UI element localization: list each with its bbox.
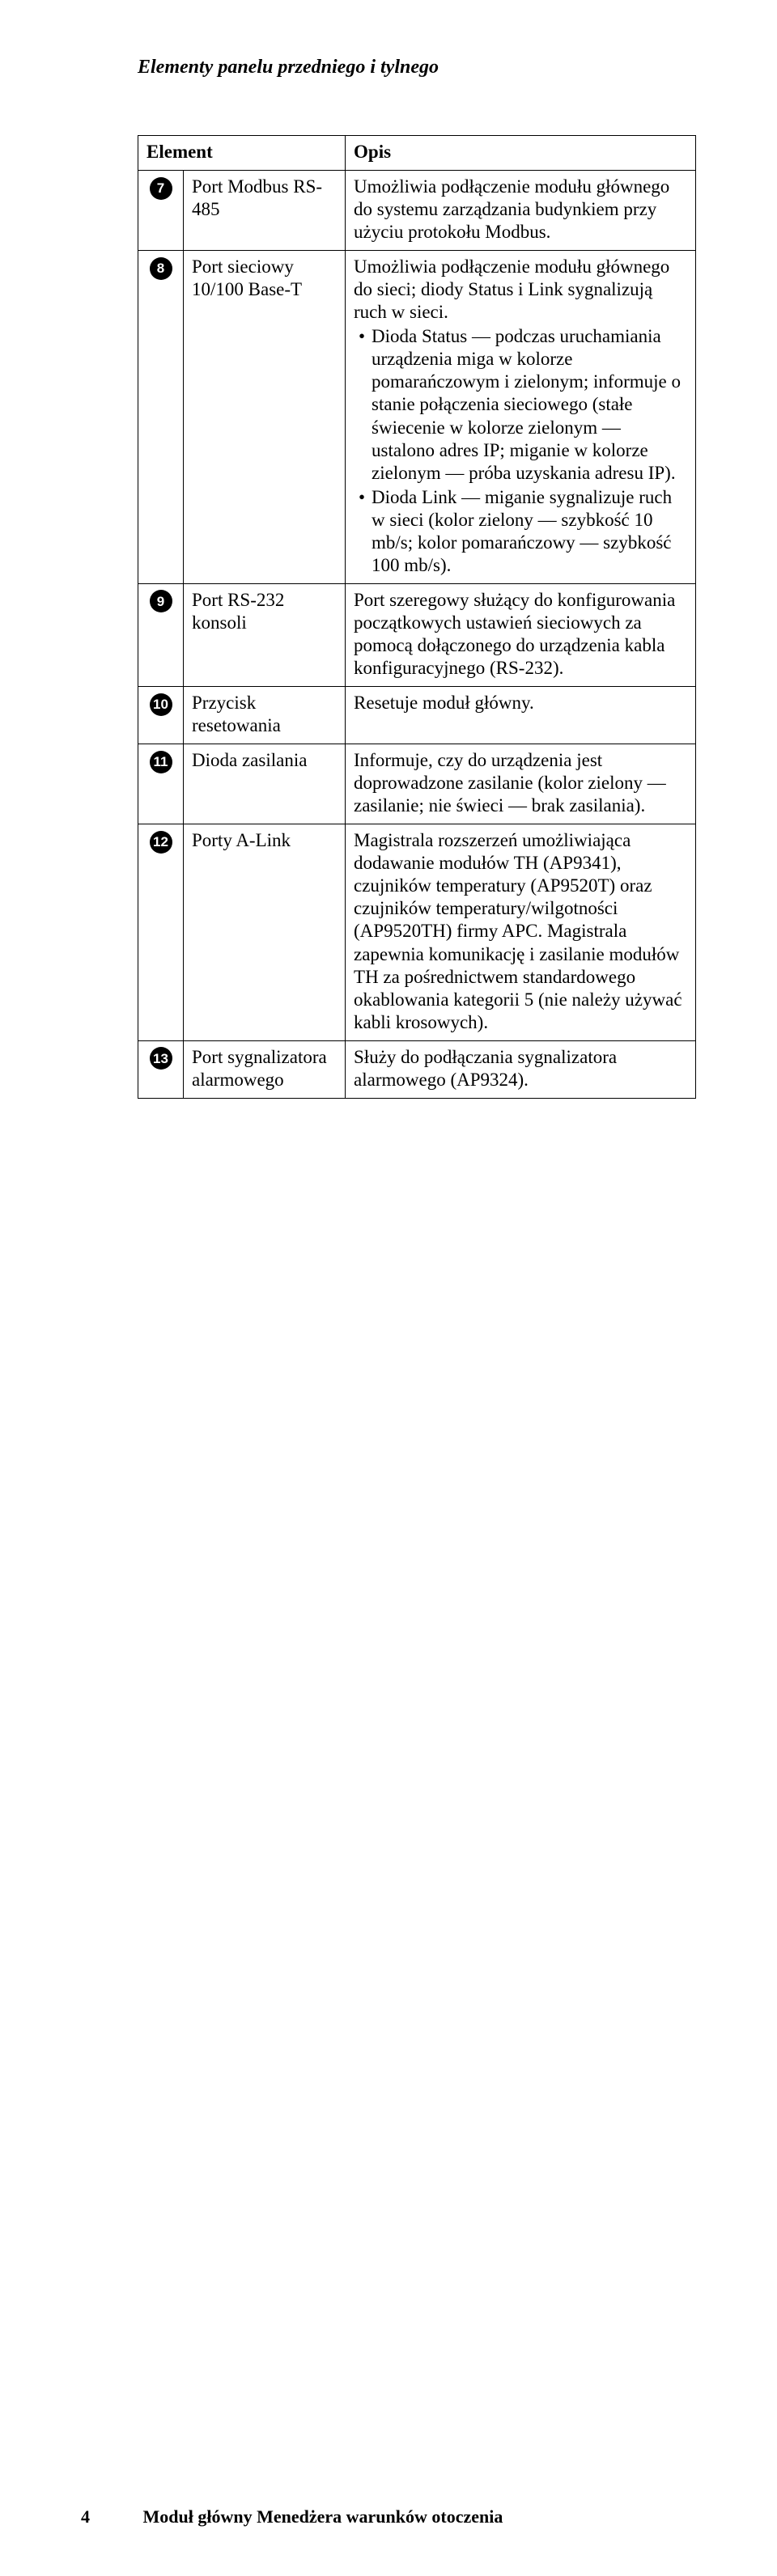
numbered-bullet-icon: 10 <box>150 693 172 716</box>
element-name-cell: Port sieciowy 10/100 Base-T <box>184 251 346 584</box>
elements-table: Element Opis 7 Port Modbus RS-485Umożliwi… <box>138 135 696 1099</box>
element-name-cell: Przycisk resetowania <box>184 687 346 744</box>
description-cell: Port szeregowy służący do konfigurowania… <box>346 583 696 686</box>
numbered-bullet-icon: 9 <box>150 590 172 612</box>
col-header-element: Element <box>138 136 346 171</box>
description-cell: Umożliwia podłączenie modułu głównego do… <box>346 171 696 251</box>
row-number-cell: 11 <box>138 744 184 824</box>
description-lead: Port szeregowy służący do konfigurowania… <box>354 589 687 680</box>
description-lead: Resetuje moduł główny. <box>354 692 687 714</box>
table-row: 7 Port Modbus RS-485Umożliwia podłączenie… <box>138 171 696 251</box>
table-header-row: Element Opis <box>138 136 696 171</box>
row-number-cell: 8 <box>138 251 184 584</box>
description-lead: Magistrala rozszerzeń umożliwiająca doda… <box>354 829 687 1033</box>
col-header-description: Opis <box>346 136 696 171</box>
table-row: 12 Porty A-LinkMagistrala rozszerzeń umoż… <box>138 824 696 1040</box>
description-cell: Magistrala rozszerzeń umożliwiająca doda… <box>346 824 696 1040</box>
table-row: 10 Przycisk resetowania Resetuje moduł głó… <box>138 687 696 744</box>
row-number-cell: 7 <box>138 171 184 251</box>
description-bullet: Dioda Status — podczas uruchamiania urzą… <box>354 325 687 484</box>
numbered-bullet-icon: 12 <box>150 831 172 854</box>
row-number-cell: 12 <box>138 824 184 1040</box>
description-cell: Służy do podłączania sygnalizatora alarm… <box>346 1040 696 1098</box>
table-row: 9 Port RS-232 konsoliPort szeregowy służą… <box>138 583 696 686</box>
numbered-bullet-icon: 13 <box>150 1047 172 1070</box>
row-number-cell: 10 <box>138 687 184 744</box>
numbered-bullet-icon: 8 <box>150 257 172 280</box>
description-lead: Informuje, czy do urządzenia jest doprow… <box>354 749 687 817</box>
element-name-cell: Port RS-232 konsoli <box>184 583 346 686</box>
numbered-bullet-icon: 11 <box>150 751 172 773</box>
page-title: Elementy panelu przedniego i tylnego <box>138 57 696 78</box>
table-row: 13 Port sygnalizatora alarmowegoSłuży do … <box>138 1040 696 1098</box>
page: Elementy panelu przedniego i tylnego Ele… <box>0 0 777 2576</box>
description-bullet-list: Dioda Status — podczas uruchamiania urzą… <box>354 325 687 577</box>
element-name-cell: Port sygnalizatora alarmowego <box>184 1040 346 1098</box>
description-lead: Umożliwia podłączenie modułu głównego do… <box>354 256 687 324</box>
table-row: 11 Dioda zasilaniaInformuje, czy do urząd… <box>138 744 696 824</box>
page-footer: 4 Moduł główny Menedżera warunków otocze… <box>81 2506 696 2527</box>
description-bullet: Dioda Link — miganie sygnalizuje ruch w … <box>354 486 687 577</box>
table-row: 8 Port sieciowy 10/100 Base-TUmożliwia po… <box>138 251 696 584</box>
description-cell: Informuje, czy do urządzenia jest doprow… <box>346 744 696 824</box>
element-name-cell: Porty A-Link <box>184 824 346 1040</box>
element-name-cell: Port Modbus RS-485 <box>184 171 346 251</box>
description-lead: Służy do podłączania sygnalizatora alarm… <box>354 1046 687 1091</box>
description-cell: Resetuje moduł główny. <box>346 687 696 744</box>
row-number-cell: 9 <box>138 583 184 686</box>
table-body: 7 Port Modbus RS-485Umożliwia podłączenie… <box>138 171 696 1099</box>
description-lead: Umożliwia podłączenie modułu głównego do… <box>354 176 687 244</box>
numbered-bullet-icon: 7 <box>150 177 172 200</box>
footer-title: Moduł główny Menedżera warunków otoczeni… <box>143 2506 503 2527</box>
row-number-cell: 13 <box>138 1040 184 1098</box>
description-cell: Umożliwia podłączenie modułu głównego do… <box>346 251 696 584</box>
element-name-cell: Dioda zasilania <box>184 744 346 824</box>
page-number: 4 <box>81 2506 90 2527</box>
